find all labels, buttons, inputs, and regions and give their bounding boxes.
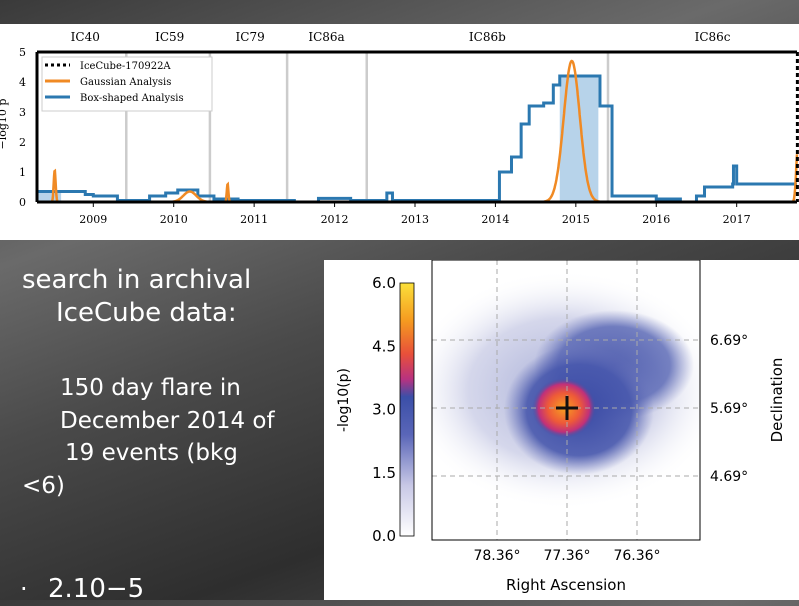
bullet2-text: 2.10−5 (48, 574, 145, 604)
y-tick-label: 4.69° (710, 469, 748, 485)
legend-entry: Box-shaped Analysis (80, 93, 184, 104)
colorbar-tick-label: 6.0 (372, 274, 396, 292)
slide-heading-line1: search in archival (22, 265, 252, 295)
time-series-svg: IC40 IC59 IC79 IC86a IC86b IC86c 0 1 2 3 4 5 2009 201… (0, 30, 799, 226)
y-tick-label: 4 (19, 76, 26, 89)
colorbar-tick-label: 3.0 (372, 401, 396, 419)
season-label: IC86c (695, 30, 731, 44)
x-tick-label: 2015 (562, 213, 590, 226)
map-frame (431, 259, 701, 541)
x-tick-label: 2014 (481, 213, 509, 226)
season-label: IC86b (469, 30, 506, 44)
colorbar-label: -log10(p) (336, 368, 352, 432)
y-axis-label: Declination (768, 358, 786, 443)
bullet2-dot: · (20, 575, 28, 603)
y-tick-label: 5.69° (710, 401, 748, 417)
y-tick-label: 1 (19, 166, 26, 179)
x-tick-label: 2017 (723, 213, 751, 226)
colorbar (399, 282, 415, 537)
time-series-chart: IC40 IC59 IC79 IC86a IC86b IC86c 0 1 2 3 4 5 2009 201… (0, 24, 799, 240)
bullet1-line4: <6) (22, 473, 65, 499)
y-axis-label: −log10 p (0, 99, 9, 150)
x-tick-label: 2011 (240, 213, 268, 226)
bullet1-line3: 19 events (bkg (65, 440, 238, 466)
bullet1-line2: December 2014 of (60, 408, 275, 434)
y-tick-label: 0 (19, 196, 26, 209)
y-tick-label: 3 (19, 106, 26, 119)
legend: IceCube-170922A Gaussian Analysis Box-shap… (41, 56, 213, 112)
x-tick-label: 2016 (642, 213, 670, 226)
x-axis-label: Right Ascension (506, 576, 626, 594)
legend-entry: Gaussian Analysis (80, 77, 171, 88)
legend-entry: IceCube-170922A (80, 61, 171, 72)
y-tick-label: 5 (19, 46, 26, 59)
skymap-chart: 78.36° 77.36° 76.36° 6.69° 5.69° 4.69° 0.0 1.5 3… (324, 259, 799, 600)
box-shaded-region (37, 191, 62, 202)
x-tick-label: 2012 (321, 213, 349, 226)
colorbar-tick-label: 1.5 (372, 464, 396, 482)
season-label: IC86a (308, 30, 344, 44)
skymap-svg: 78.36° 77.36° 76.36° 6.69° 5.69° 4.69° 0.0 1.5 3… (336, 259, 786, 594)
y-tick-label: 6.69° (710, 333, 748, 349)
colorbar-tick-label: 4.5 (372, 337, 396, 355)
season-label: IC40 (71, 30, 100, 44)
heatmap (432, 270, 700, 510)
slide-heading-line2: IceCube data: (56, 298, 237, 328)
x-tick-label: 76.36° (613, 548, 660, 564)
season-label: IC59 (155, 30, 184, 44)
legend-box (41, 56, 213, 112)
colorbar-tick-label: 0.0 (372, 527, 396, 545)
x-tick-label: 2010 (160, 213, 188, 226)
y-tick-label: 2 (19, 136, 26, 149)
season-label: IC79 (236, 30, 265, 44)
x-tick-label: 77.36° (543, 548, 590, 564)
x-tick-label: 2009 (79, 213, 107, 226)
x-tick-label: 2013 (401, 213, 429, 226)
x-tick-label: 78.36° (473, 548, 520, 564)
bullet1-line1: 150 day flare in (60, 375, 241, 401)
